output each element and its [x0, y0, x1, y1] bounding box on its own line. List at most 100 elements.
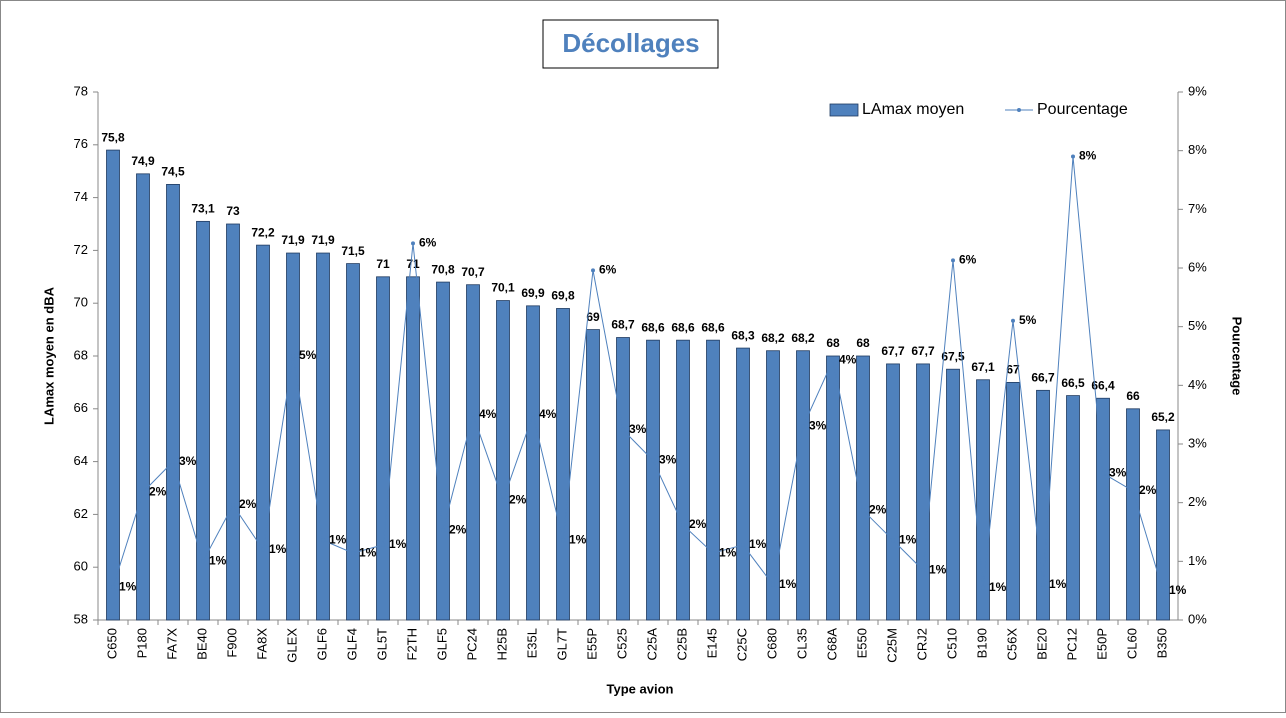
bar — [496, 300, 510, 621]
bar — [1096, 397, 1110, 621]
x-tick-label: FA8X — [254, 628, 269, 660]
line-label: 3% — [179, 454, 197, 468]
x-tick-label: C25M — [884, 628, 899, 663]
x-tick-label: GLEX — [284, 628, 299, 663]
x-tick-label: GL5T — [374, 628, 389, 661]
y2-tick-label: 7% — [1188, 201, 1207, 216]
line-label: 3% — [809, 419, 827, 433]
line-marker — [831, 358, 835, 363]
bar — [316, 252, 330, 621]
line-marker — [441, 528, 445, 533]
y2-tick-label: 5% — [1188, 318, 1207, 333]
line-label: 6% — [599, 263, 617, 277]
line-label: 8% — [1079, 149, 1097, 163]
x-tick-label: FA7X — [164, 628, 179, 660]
line-label: 1% — [359, 545, 377, 559]
bar — [346, 263, 360, 621]
line-marker — [321, 538, 325, 543]
bar-label: 69 — [586, 310, 600, 324]
line-label: 2% — [689, 517, 707, 531]
x-tick-label: C680 — [764, 628, 779, 659]
x-tick-label: C510 — [944, 628, 959, 659]
line-label: 6% — [959, 253, 977, 267]
line-marker — [771, 582, 775, 587]
line-label: 1% — [899, 532, 917, 546]
bar — [916, 363, 930, 621]
bar-label: 68,6 — [641, 320, 665, 334]
y-tick-label: 70 — [74, 295, 88, 310]
bar-label: 73,1 — [191, 202, 215, 216]
line-label: 2% — [509, 492, 527, 506]
bar-label: 68,2 — [791, 331, 815, 345]
x-tick-label: GLF4 — [344, 628, 359, 661]
bar — [166, 183, 180, 621]
legend-label: Pourcentage — [1037, 101, 1128, 118]
line-marker — [921, 568, 925, 573]
x-tick-label: C56X — [1004, 628, 1019, 661]
x-tick-label: F2TH — [404, 628, 419, 661]
line-label: 1% — [989, 580, 1007, 594]
bar-label: 70,1 — [491, 281, 515, 295]
line-label: 2% — [1139, 483, 1157, 497]
bar-label: 71,5 — [341, 244, 365, 258]
line-marker — [411, 241, 415, 246]
bar-label: 66,4 — [1091, 378, 1115, 392]
bar — [946, 368, 960, 621]
y2-tick-label: 6% — [1188, 259, 1207, 274]
x-tick-label: E550 — [854, 628, 869, 658]
bar-label: 66,5 — [1061, 376, 1085, 390]
x-tick-label: C25B — [674, 628, 689, 661]
x-tick-label: B190 — [974, 628, 989, 658]
y-tick-label: 78 — [74, 83, 88, 98]
line-label: 6% — [419, 236, 437, 250]
y-tick-label: 68 — [74, 347, 88, 362]
line-label: 4% — [539, 407, 557, 421]
line-marker — [981, 585, 985, 590]
line-marker — [111, 585, 115, 590]
legend-label: LAmax moyen — [862, 101, 964, 118]
bar-label: 68,3 — [731, 328, 755, 342]
y2-tick-label: 1% — [1188, 553, 1207, 568]
line-label: 2% — [149, 484, 167, 498]
title-box — [542, 19, 719, 69]
line — [112, 156, 1164, 591]
bar-label: 71 — [406, 257, 420, 271]
x-tick-label: C25C — [734, 628, 749, 661]
x-tick-label: C650 — [104, 628, 119, 659]
line-marker — [801, 424, 805, 429]
line-label: 4% — [839, 352, 857, 366]
bar — [376, 276, 390, 621]
bar — [226, 223, 240, 621]
x-tick-label: C525 — [614, 628, 629, 659]
line-label: 1% — [749, 537, 767, 551]
line-marker — [1131, 488, 1135, 493]
line-marker — [471, 412, 475, 417]
x-tick-label: H25B — [494, 628, 509, 661]
bar-label: 75,8 — [101, 130, 125, 144]
line-label: 5% — [299, 348, 317, 362]
y-tick-label: 58 — [74, 611, 88, 626]
bar-label: 74,5 — [161, 165, 185, 179]
line-label: 4% — [479, 407, 497, 421]
line-marker — [201, 559, 205, 564]
bar — [616, 337, 630, 621]
bar-label: 70,8 — [431, 262, 455, 276]
legend-swatch — [1017, 108, 1021, 112]
x-tick-label: C25A — [644, 628, 659, 661]
line-marker — [351, 551, 355, 556]
bar — [1156, 429, 1170, 621]
bar-label: 69,8 — [551, 289, 575, 303]
x-tick-label: F900 — [224, 628, 239, 658]
bar-label: 65,2 — [1151, 410, 1175, 424]
line-label: 1% — [209, 554, 227, 568]
y-tick-label: 62 — [74, 506, 88, 521]
line-marker — [261, 547, 265, 552]
y-tick-label: 76 — [74, 136, 88, 151]
bar — [706, 339, 720, 621]
bar — [766, 350, 780, 621]
bar-label: 72,2 — [251, 225, 275, 239]
bar-label: 67,7 — [911, 344, 935, 358]
x-tick-label: C68A — [824, 628, 839, 661]
line-marker — [141, 490, 145, 495]
